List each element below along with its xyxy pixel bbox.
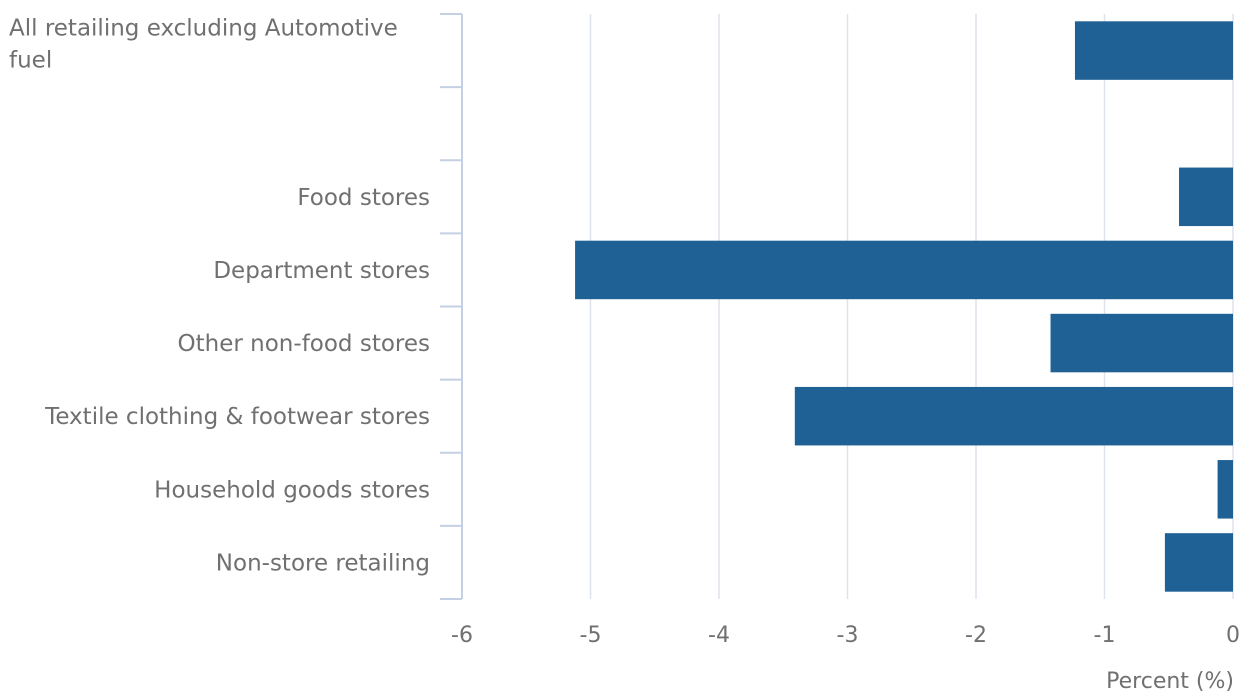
bars xyxy=(575,21,1233,592)
x-tick-label: -5 xyxy=(580,623,602,648)
category-label: Department stores xyxy=(213,258,430,284)
bar xyxy=(1217,460,1233,519)
bar xyxy=(794,386,1233,446)
bar xyxy=(1179,167,1233,227)
x-tick-label: -2 xyxy=(965,623,987,648)
category-axis xyxy=(440,13,463,600)
category-label: Non-store retailing xyxy=(216,550,430,576)
bar xyxy=(1074,21,1233,80)
category-label: Food stores xyxy=(297,185,430,211)
x-tick-label: -6 xyxy=(451,623,473,648)
x-axis-title: Percent (%) xyxy=(1106,669,1234,692)
category-labels: All retailing excluding Automotive fuel Fo… xyxy=(9,16,430,577)
category-label: All retailing excluding Automotive fuel xyxy=(9,16,398,74)
category-label: Household goods stores xyxy=(154,477,430,503)
bar xyxy=(1164,533,1233,592)
x-tick-label: -3 xyxy=(837,623,859,648)
category-label: Other non-food stores xyxy=(178,331,430,357)
x-tick-label: -1 xyxy=(1094,623,1116,648)
gridlines xyxy=(589,14,1234,599)
bar xyxy=(575,240,1233,300)
x-tick-label: -4 xyxy=(708,623,730,648)
x-tick-labels: -6 -5 -4 -3 -2 -1 0 xyxy=(451,623,1240,648)
x-tick-label: 0 xyxy=(1226,623,1240,648)
category-label: Textile clothing & footwear stores xyxy=(44,404,430,430)
bar xyxy=(1050,313,1233,373)
